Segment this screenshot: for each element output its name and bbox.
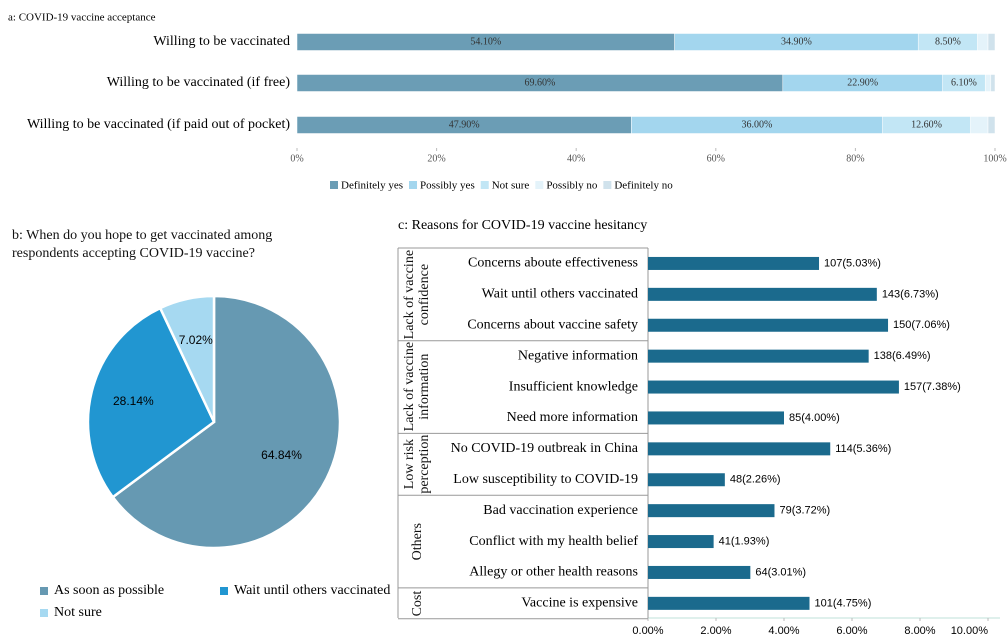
pie-slice	[111, 294, 342, 550]
data-label: 64(3.01%)	[755, 566, 806, 578]
data-label: 79(3.72%)	[779, 505, 830, 517]
x-tick-label: 10.00%	[951, 625, 989, 637]
legend-swatch	[220, 587, 228, 595]
legend-swatch	[535, 181, 544, 189]
legend-label: Wait until others vaccinated	[234, 583, 390, 598]
legend-swatch	[409, 181, 418, 189]
legend-label: Possibly no	[546, 180, 598, 192]
y-tick-label: Wait until others vaccinated	[482, 287, 638, 302]
data-label: 101(4.75%)	[815, 597, 872, 609]
x-tick-label: 0%	[290, 153, 303, 164]
legend-swatch	[40, 609, 48, 617]
y-tick-label: Concerns aboute effectiveness	[468, 256, 638, 271]
group-label: Lack of vaccine confidence	[402, 249, 432, 340]
x-tick-label: 8.00%	[904, 625, 935, 637]
data-label: 8.50%	[935, 36, 961, 47]
data-label: 54.10%	[470, 36, 501, 47]
group-label: Others	[409, 522, 425, 561]
group-label: Cost	[409, 590, 425, 617]
bar-segment	[984, 74, 992, 92]
data-label: 64.84%	[261, 448, 302, 462]
legend-label: Possibly yes	[420, 180, 475, 192]
legend-label: Definitely yes	[341, 180, 403, 192]
bar	[648, 565, 751, 579]
y-tick-label: Bad vaccination experience	[483, 503, 638, 518]
bar	[648, 318, 889, 332]
legend-swatch	[603, 181, 612, 189]
data-label: 41(1.93%)	[719, 535, 770, 547]
x-tick-label: 100%	[983, 153, 1006, 164]
group-label: Lack of vaccine information	[402, 342, 432, 432]
bar-segment	[977, 33, 989, 51]
data-label: 12.60%	[911, 119, 942, 130]
data-label: 28.14%	[113, 394, 154, 408]
data-label: 107(5.03%)	[824, 257, 881, 269]
y-tick-label: Low susceptibility to COVID-19	[453, 472, 638, 487]
x-tick-label: 0.00%	[632, 625, 663, 637]
data-label: 150(7.06%)	[893, 319, 950, 331]
y-tick-label: Need more information	[507, 410, 638, 425]
legend-swatch	[330, 181, 338, 189]
pie-slice	[158, 294, 216, 423]
bar	[648, 442, 831, 456]
y-tick-label: Willing to be vaccinated	[153, 34, 290, 49]
data-label: 85(4.00%)	[789, 412, 840, 424]
data-label: 22.90%	[847, 77, 878, 88]
data-label: 34.90%	[781, 36, 812, 47]
y-tick-label: Insufficient knowledge	[509, 379, 638, 394]
y-tick-label: Negative information	[518, 348, 638, 363]
data-label: 36.00%	[742, 119, 773, 130]
x-tick-label: 60%	[707, 153, 725, 164]
group-label: Low risk perception	[402, 434, 432, 494]
y-tick-label: No COVID-19 outbreak in China	[451, 441, 639, 456]
x-tick-label: 2.00%	[700, 625, 731, 637]
bar	[648, 349, 869, 363]
x-tick-label: 20%	[427, 153, 445, 164]
x-tick-label: 80%	[846, 153, 864, 164]
y-tick-label: Conflict with my health belief	[469, 534, 638, 549]
bar	[648, 596, 810, 610]
y-tick-label: Vaccine is expensive	[521, 596, 638, 611]
chart-title: a: COVID-19 vaccine acceptance	[8, 12, 156, 24]
data-label: 69.60%	[524, 77, 555, 88]
bar-segment	[987, 116, 996, 134]
chart-title: b: When do you hope to get vaccinated am…	[12, 228, 273, 261]
data-label: 157(7.38%)	[904, 381, 961, 393]
bar-segment	[987, 33, 996, 51]
bar	[648, 535, 714, 549]
data-label: 7.02%	[179, 333, 213, 347]
bar	[648, 473, 725, 487]
bar-segment	[990, 74, 996, 92]
x-tick-label: 6.00%	[836, 625, 867, 637]
bar	[648, 504, 775, 518]
y-tick-label: Willing to be vaccinated (if paid out of…	[27, 117, 290, 132]
legend-label: As soon as possible	[54, 583, 164, 598]
data-label: 48(2.26%)	[730, 474, 781, 486]
data-label: 138(6.49%)	[874, 350, 931, 362]
legend-label: Not sure	[492, 180, 530, 192]
data-label: 47.90%	[449, 119, 480, 130]
bar	[648, 256, 820, 270]
bar	[648, 411, 784, 425]
data-label: 143(6.73%)	[882, 288, 939, 300]
chart-title: c: Reasons for COVID-19 vaccine hesitanc…	[398, 218, 647, 233]
bar-segment	[970, 116, 989, 134]
legend-label: Definitely no	[614, 180, 673, 192]
bar	[648, 380, 899, 394]
legend-swatch	[40, 587, 48, 595]
legend-swatch	[480, 181, 489, 189]
y-tick-label: Concerns about vaccine safety	[467, 317, 638, 332]
x-tick-label: 40%	[567, 153, 585, 164]
bar	[648, 287, 877, 301]
legend-label: Not sure	[54, 605, 102, 620]
y-tick-label: Willing to be vaccinated (if free)	[107, 75, 291, 90]
y-tick-label: Allegy or other health reasons	[469, 565, 638, 580]
data-label: 6.10%	[951, 77, 977, 88]
data-label: 114(5.36%)	[835, 443, 891, 455]
x-tick-label: 4.00%	[768, 625, 799, 637]
